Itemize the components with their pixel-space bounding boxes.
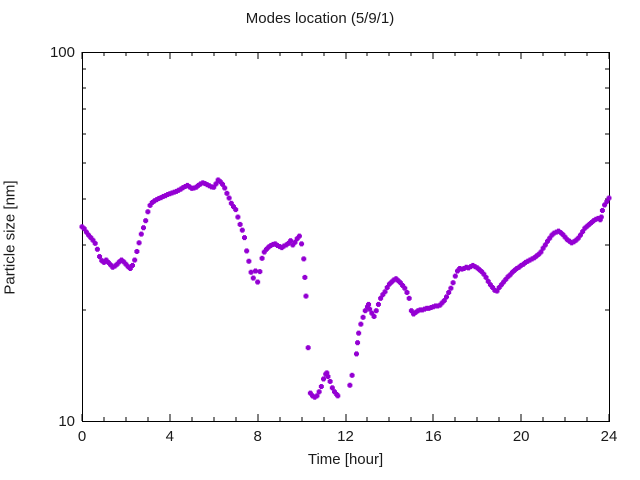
data-point [134,248,140,254]
x-tick-label: 4 [166,428,174,445]
data-point [349,372,355,378]
data-point [452,273,458,279]
x-tick-label: 20 [513,428,530,445]
data-point [450,280,456,286]
data-point [599,207,605,213]
data-point [145,209,151,215]
data-point [246,258,252,264]
data-point [224,190,230,196]
x-axis-label: Time [hour] [307,451,384,468]
data-point [259,255,265,261]
data-point [299,241,305,247]
data-point [305,345,311,351]
data-point [241,235,247,241]
data-point [140,225,146,231]
data-point [303,293,309,299]
data-point [446,289,452,295]
data-point [353,351,359,357]
data-point [358,321,364,327]
data-point [244,248,250,254]
x-tick-label: 12 [337,428,354,445]
data-point [347,382,353,388]
data-point [301,256,307,262]
data-point [235,214,241,220]
data-point [375,301,381,307]
data-point [318,384,324,390]
data-point [355,340,361,346]
data-point [138,231,144,237]
x-tick-label: 8 [253,428,261,445]
data-point [373,308,379,314]
data-point [248,269,254,275]
data-point [143,218,149,224]
data-point [239,227,245,233]
plot-border [82,52,610,422]
data-point [356,330,362,336]
data-point [448,285,454,291]
data-point [252,268,258,274]
data-point [257,269,263,275]
data-point [132,257,138,263]
data-point [237,221,243,227]
x-tick-label: 24 [601,428,618,445]
data-point [226,195,232,201]
data-point [404,289,410,295]
chart-title: Modes location (5/9/1) [245,10,395,27]
data-point [302,274,308,280]
x-tick-label: 0 [78,428,86,445]
data-point [94,246,100,252]
data-point [255,279,261,285]
data-point [136,240,142,246]
data-point [327,378,333,384]
x-tick-label: 16 [425,428,442,445]
data-point [250,275,256,281]
data-point [321,376,327,382]
data-point [360,314,366,320]
y-tick-label: 10 [58,413,75,430]
y-tick-label: 100 [50,44,75,61]
data-point [406,295,412,301]
